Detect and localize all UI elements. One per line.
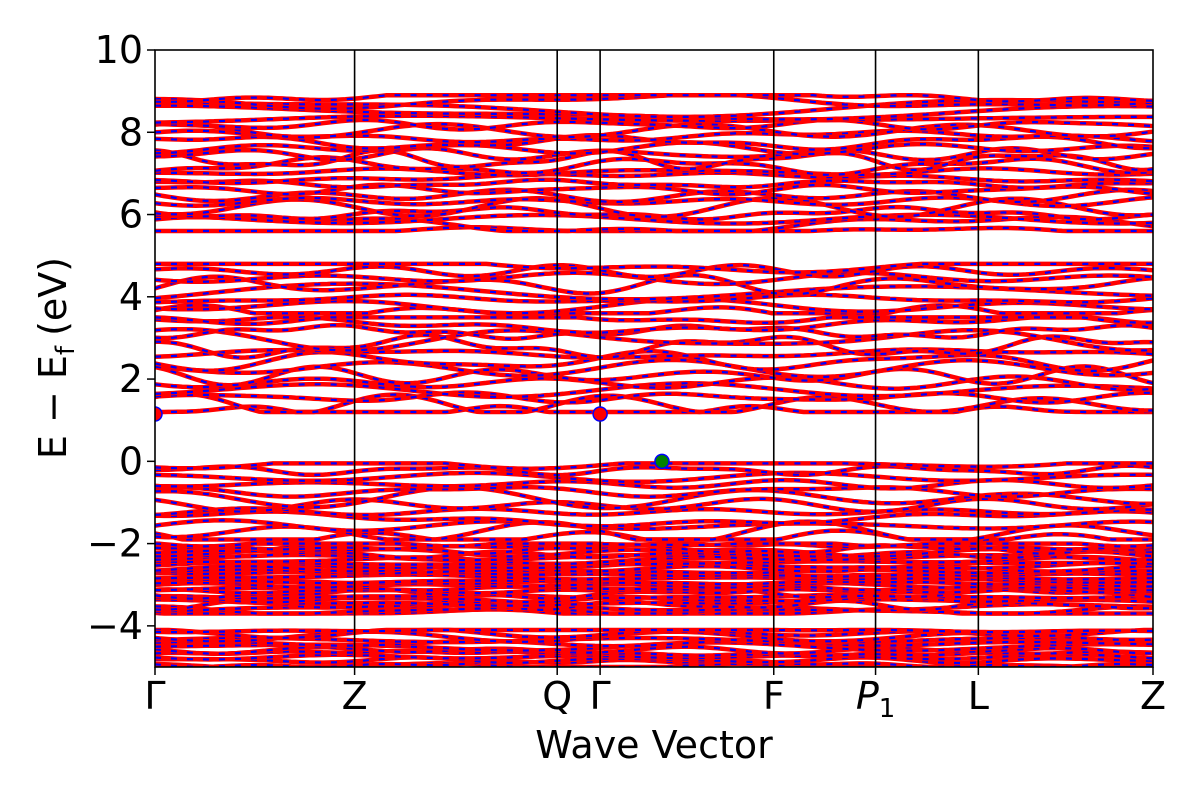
band-line-spin-down (155, 178, 1153, 189)
extremum-marker (592, 406, 608, 422)
plot-frame (154, 49, 1154, 668)
x-tick-label: Q (542, 674, 572, 718)
band-line-spin-down (155, 598, 1153, 607)
band-line-spin-down (155, 486, 1153, 498)
x-tick-label: Z (1140, 674, 1166, 718)
band-line-spin-down (155, 382, 1153, 398)
band-line-spin-down (155, 497, 1153, 513)
band-line-spin-down (155, 573, 1153, 581)
band-line-spin-down (155, 156, 1153, 176)
band-line-spin-down (155, 519, 1153, 532)
x-tick-label: P1 (856, 674, 895, 724)
extremum-markers (155, 406, 670, 470)
band-line-spin-up (155, 148, 1153, 173)
x-axis-label: Wave Vector (535, 723, 773, 767)
band-line-spin-down (155, 188, 1153, 204)
band-line-spin-down (155, 213, 1153, 225)
band-line-spin-down (155, 118, 1153, 131)
band-line-spin-down (155, 568, 1153, 575)
band-line-spin-down (155, 391, 1153, 404)
band-line-spin-down (155, 262, 1153, 274)
band-line-spin-down (155, 171, 1153, 185)
x-tick-label: L (968, 674, 989, 718)
x-tick-label: Z (342, 674, 368, 718)
band-line-spin-down (155, 560, 1153, 566)
band-line-spin-down (155, 316, 1153, 334)
y-tick-label: −4 (87, 604, 143, 648)
band-line-spin-down (155, 555, 1153, 565)
band-line-spin-down (155, 507, 1153, 517)
y-tick-label: 4 (119, 275, 143, 319)
band-line-spin-down (155, 304, 1153, 315)
band-lines (155, 92, 1153, 667)
band-line-spin-down (155, 114, 1153, 124)
y-tick-label: 2 (119, 357, 143, 401)
band-line-spin-down (155, 603, 1153, 613)
band-line-spin-down (155, 215, 1153, 233)
x-axis-ticks: Γ Z Q Γ F P1 L Z (144, 667, 1166, 724)
y-axis-label-main: E − E (31, 355, 75, 459)
band-line-spin-down (155, 94, 1153, 103)
band-line-spin-down (155, 462, 1153, 470)
y-axis-label-unit: (eV) (31, 257, 75, 336)
svg-text:E − Ef(eV): E − Ef (eV) (31, 257, 81, 459)
x-tick-label: Γ (590, 674, 611, 718)
band-line-spin-down (155, 375, 1153, 391)
x-tick-label: Γ (144, 674, 165, 718)
extremum-marker (654, 453, 670, 470)
y-tick-label: −2 (87, 522, 143, 566)
band-line-spin-down (155, 645, 1153, 655)
band-line-spin-down (155, 141, 1153, 156)
band-line-spin-down (155, 328, 1153, 352)
band-line-spin-down (155, 653, 1153, 661)
y-tick-label: 6 (119, 193, 143, 237)
band-line-spin-down (155, 550, 1153, 560)
y-tick-label: 0 (119, 439, 143, 483)
band-line-spin-down (155, 636, 1153, 644)
band-line-spin-down (155, 263, 1153, 279)
high-symmetry-lines (353, 50, 980, 667)
band-line-spin-down (155, 542, 1153, 548)
band-line-spin-down (155, 605, 1153, 615)
y-axis-label-subscript: f (51, 345, 81, 355)
band-line-spin-down (155, 464, 1153, 477)
band-line-spin-down (155, 580, 1153, 586)
band-line-spin-down (155, 510, 1153, 528)
band-line-spin-down (155, 594, 1153, 600)
band-line-spin-down (155, 293, 1153, 304)
x-tick-label: F (763, 674, 785, 718)
band-line-spin-down (155, 404, 1153, 414)
y-tick-label: 10 (95, 28, 143, 72)
band-line-spin-down (155, 571, 1153, 578)
band-line-spin-down (155, 628, 1153, 634)
band-line-spin-down (155, 129, 1153, 144)
band-line-spin-down (155, 639, 1153, 648)
y-axis-label: E − Ef (eV) (31, 257, 81, 459)
band-line-spin-down (155, 271, 1153, 286)
extremum-marker (155, 406, 163, 422)
y-tick-label: 8 (119, 110, 143, 154)
band-line-spin-down (155, 183, 1153, 196)
band-line-spin-down (155, 316, 1153, 325)
band-line-spin-down (155, 358, 1153, 378)
y-axis-ticks: 10 8 6 4 2 0 −2 −4 (87, 28, 155, 648)
band-line-spin-down (155, 471, 1153, 483)
band-line-spin-down (155, 167, 1153, 177)
band-line-spin-up (155, 391, 1153, 415)
